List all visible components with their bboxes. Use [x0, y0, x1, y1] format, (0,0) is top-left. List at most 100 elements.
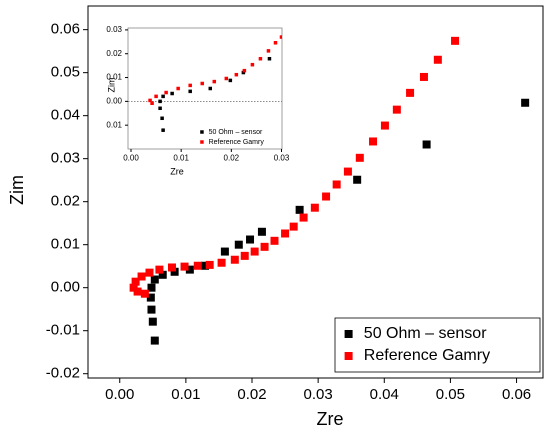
- y-tick-label: 0.06: [51, 21, 80, 38]
- point: [137, 272, 146, 281]
- point: [299, 213, 308, 222]
- x-tick-label: 0.03: [304, 386, 333, 403]
- point: [193, 261, 202, 270]
- legend-marker: [344, 352, 353, 360]
- point: [230, 255, 239, 264]
- point: [208, 86, 213, 91]
- x-tick-label: 0.01: [173, 154, 189, 163]
- plot-frame: [87, 5, 544, 379]
- point: [150, 275, 159, 284]
- point: [217, 258, 226, 267]
- point: [279, 35, 282, 39]
- point: [188, 89, 192, 94]
- legend-label: Reference Gamry: [364, 347, 490, 364]
- point: [257, 227, 266, 236]
- legend-marker: [200, 130, 204, 134]
- point: [343, 167, 352, 176]
- x-tick-label: 0.03: [274, 154, 290, 163]
- point: [267, 56, 272, 61]
- y-tick-label: 0.01: [106, 120, 122, 129]
- point: [220, 247, 229, 256]
- y-tick-label: -0.01: [46, 322, 80, 339]
- point: [369, 137, 378, 146]
- y-tick-label: 0.00: [51, 279, 80, 296]
- y-tick-label: 0.01: [51, 236, 80, 253]
- point: [146, 293, 155, 302]
- x-tick-label: 0.01: [171, 386, 200, 403]
- x-axis-label: Zre: [170, 166, 184, 176]
- point: [242, 68, 247, 73]
- point: [433, 55, 442, 64]
- points: [129, 36, 530, 345]
- point: [164, 90, 168, 95]
- point: [212, 79, 217, 84]
- point: [155, 265, 164, 274]
- point: [140, 289, 149, 298]
- point: [241, 70, 246, 75]
- point: [270, 236, 279, 245]
- point: [148, 98, 152, 103]
- legend-label: 50 Ohm – sensor: [209, 129, 263, 136]
- point: [289, 222, 298, 231]
- point: [161, 94, 165, 99]
- point: [422, 140, 431, 149]
- point: [131, 277, 140, 286]
- point: [133, 287, 142, 296]
- point: [419, 72, 428, 81]
- point: [150, 101, 154, 106]
- plot-frame: [127, 27, 283, 150]
- x-tick-label: 0.06: [502, 386, 531, 403]
- point: [281, 229, 290, 238]
- point: [158, 270, 167, 279]
- point: [224, 76, 229, 81]
- point: [332, 180, 341, 189]
- y-tick-label: 0.04: [51, 107, 80, 124]
- point: [273, 41, 278, 45]
- y-tick-label: 0.00: [106, 96, 122, 105]
- point: [266, 49, 271, 53]
- point: [258, 56, 263, 61]
- point: [170, 91, 174, 96]
- y-axis-label: Zim: [7, 175, 27, 205]
- point: [451, 36, 460, 45]
- point: [205, 260, 214, 269]
- point: [250, 247, 259, 256]
- point: [158, 99, 162, 104]
- points: [148, 35, 282, 132]
- x-axis-label: Zre: [317, 409, 344, 429]
- point: [392, 105, 401, 114]
- point: [167, 263, 176, 272]
- y-tick-label: 0.01: [106, 73, 122, 82]
- y-tick-label: 0.05: [51, 64, 80, 81]
- y-tick-label: 0.03: [51, 150, 80, 167]
- inset-background: [100, 24, 286, 185]
- point: [521, 98, 530, 107]
- y-axis-label: Zim: [106, 78, 116, 93]
- x-tick-label: 0.02: [237, 386, 266, 403]
- point: [201, 261, 210, 270]
- x-tick-label: 0.00: [123, 154, 139, 163]
- legend-marker: [344, 330, 353, 338]
- point: [240, 251, 249, 260]
- point: [234, 72, 239, 77]
- x-tick-label: 0.02: [224, 154, 240, 163]
- point: [188, 83, 192, 88]
- x-tick-label: 0.04: [370, 386, 399, 403]
- legend-marker: [200, 140, 204, 144]
- point: [147, 283, 156, 292]
- point: [406, 88, 415, 97]
- point: [246, 235, 255, 244]
- y-tick-label: 0.03: [106, 25, 122, 34]
- y-tick-label: 0.02: [106, 49, 122, 58]
- point: [180, 262, 189, 271]
- x-tick-label: 0.05: [436, 386, 465, 403]
- legend-box: [196, 126, 280, 148]
- point: [228, 78, 233, 83]
- point: [170, 267, 179, 276]
- legend-label: Reference Gamry: [209, 139, 265, 146]
- point: [158, 106, 162, 111]
- point: [200, 81, 204, 86]
- point: [160, 116, 164, 121]
- point: [260, 242, 269, 251]
